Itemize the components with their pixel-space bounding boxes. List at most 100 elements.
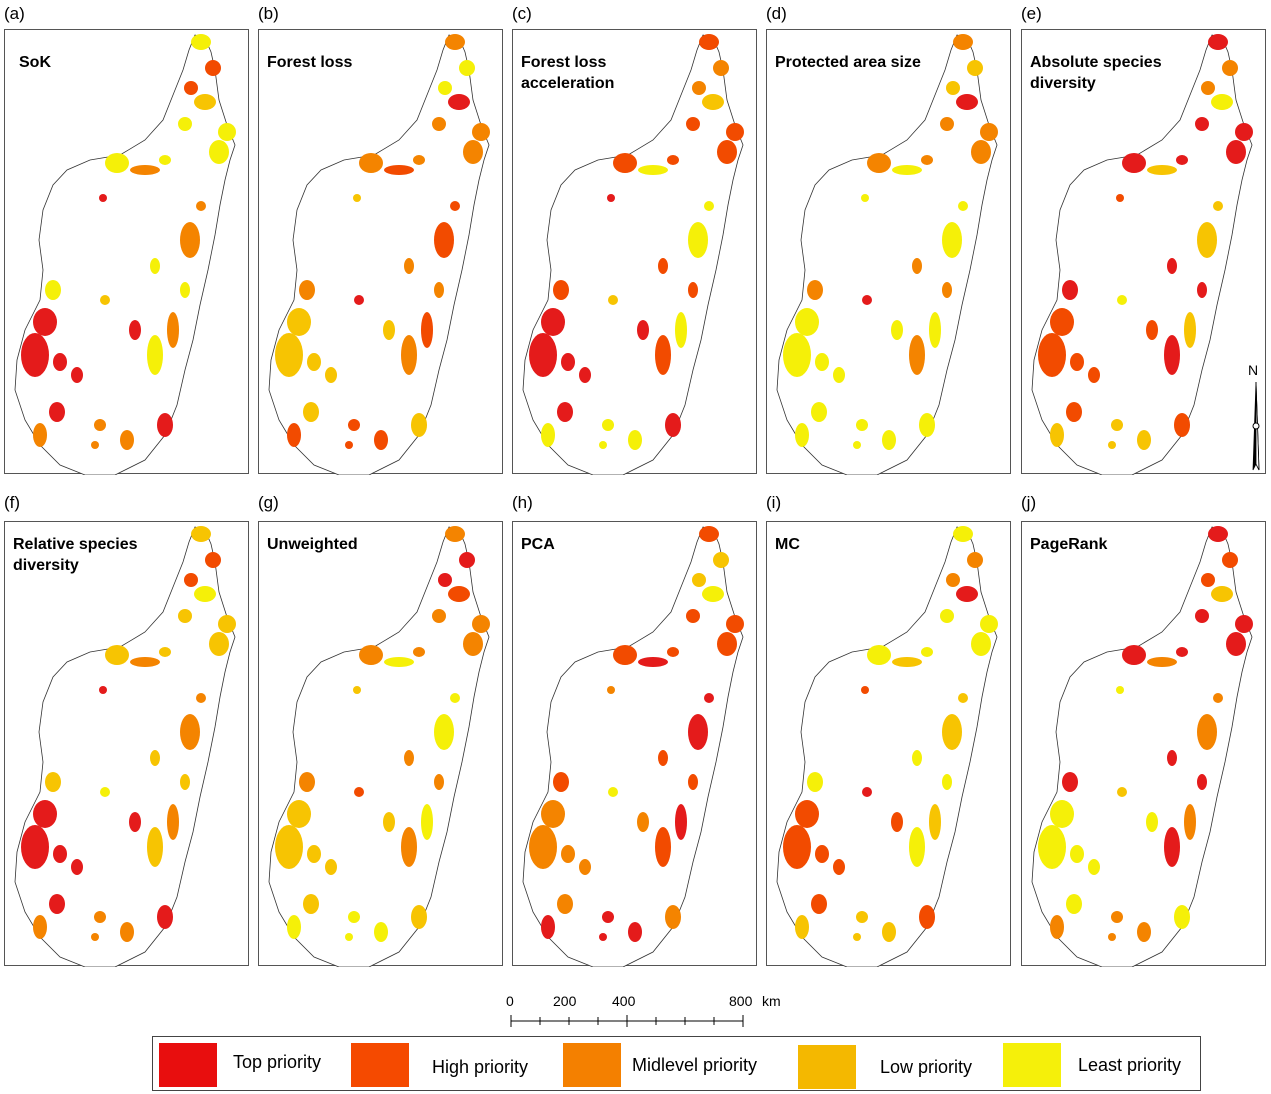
protected-area <box>867 645 891 665</box>
protected-area <box>1167 750 1177 766</box>
legend-swatch-mid <box>563 1043 621 1087</box>
protected-area <box>579 367 591 383</box>
island-outline <box>1031 34 1253 475</box>
protected-area <box>637 320 649 340</box>
panel-title-h: PCA <box>521 536 555 553</box>
island-outline <box>14 526 236 967</box>
protected-area <box>861 686 869 694</box>
protected-area <box>717 632 737 656</box>
protected-area <box>602 911 614 923</box>
protected-area <box>1137 430 1151 450</box>
protected-area <box>383 812 395 832</box>
panel-letter-a: (a) <box>4 4 25 23</box>
protected-area <box>553 772 569 792</box>
protected-area <box>353 194 361 202</box>
protected-area <box>665 413 681 437</box>
protected-area <box>445 526 465 542</box>
scale-tick-800: 800 <box>729 993 753 1009</box>
protected-area <box>345 441 353 449</box>
protected-area <box>942 774 952 790</box>
panel-title-a: SoK <box>19 54 51 71</box>
protected-area <box>303 402 319 422</box>
protected-area <box>807 772 823 792</box>
map-panel-h: PCA <box>512 521 757 967</box>
protected-area <box>354 295 364 305</box>
protected-area <box>159 647 171 657</box>
protected-area <box>184 573 198 587</box>
protected-area <box>1038 825 1066 869</box>
legend-swatch-top <box>159 1043 217 1087</box>
protected-area <box>1147 165 1177 175</box>
map-panel-j: PageRank <box>1021 521 1266 967</box>
protected-area <box>726 615 744 633</box>
protected-area <box>325 367 337 383</box>
madagascar-map <box>1031 526 1253 967</box>
panel-title-g: Unweighted <box>267 536 358 553</box>
protected-area <box>411 905 427 929</box>
protected-area <box>971 632 991 656</box>
panel-letter-i: (i) <box>766 493 782 512</box>
protected-area <box>956 94 978 110</box>
protected-area <box>1195 609 1209 623</box>
protected-area <box>599 441 607 449</box>
protected-area <box>665 905 681 929</box>
protected-area <box>655 335 671 375</box>
protected-area <box>209 140 229 164</box>
protected-area <box>833 367 845 383</box>
protected-area <box>191 526 211 542</box>
protected-area <box>299 280 315 300</box>
panel-letter-b: (b) <box>258 4 279 23</box>
protected-area <box>1088 367 1100 383</box>
protected-area <box>159 155 171 165</box>
protected-area <box>157 413 173 437</box>
protected-area <box>971 140 991 164</box>
protected-area <box>1208 526 1228 542</box>
protected-area <box>613 153 637 173</box>
protected-area <box>692 573 706 587</box>
protected-area <box>99 194 107 202</box>
protected-area <box>1174 905 1190 929</box>
protected-area <box>1111 911 1123 923</box>
map-panel-f: Relative species diversity <box>4 521 249 967</box>
protected-area <box>404 258 414 274</box>
protected-area <box>307 353 321 371</box>
protected-area <box>91 933 99 941</box>
protected-area <box>1050 915 1064 939</box>
protected-area <box>946 81 960 95</box>
panel-letter-j: (j) <box>1021 493 1037 512</box>
protected-area <box>953 526 973 542</box>
protected-area <box>450 201 460 211</box>
protected-area <box>100 295 110 305</box>
protected-area <box>45 772 61 792</box>
protected-area <box>49 894 65 914</box>
protected-area <box>354 787 364 797</box>
protected-area <box>33 915 47 939</box>
protected-area <box>912 750 922 766</box>
protected-area <box>345 933 353 941</box>
protected-area <box>628 922 642 942</box>
protected-area <box>287 915 301 939</box>
protected-area <box>882 922 896 942</box>
protected-area <box>579 859 591 875</box>
protected-area <box>861 194 869 202</box>
protected-area <box>599 933 607 941</box>
protected-area <box>1222 552 1238 568</box>
madagascar-map <box>1031 34 1253 475</box>
protected-area <box>404 750 414 766</box>
protected-area <box>795 308 819 336</box>
protected-area <box>205 60 221 76</box>
protected-area <box>638 165 668 175</box>
protected-area <box>411 413 427 437</box>
protected-area <box>940 609 954 623</box>
protected-area <box>637 812 649 832</box>
protected-area <box>942 222 962 258</box>
protected-area <box>980 123 998 141</box>
panel-title-c: Forest loss acceleration <box>521 54 615 92</box>
protected-area <box>1195 117 1209 131</box>
protected-area <box>638 657 668 667</box>
protected-area <box>1235 615 1253 633</box>
protected-area <box>692 81 706 95</box>
protected-area <box>445 34 465 50</box>
protected-area <box>434 282 444 298</box>
protected-area <box>726 123 744 141</box>
